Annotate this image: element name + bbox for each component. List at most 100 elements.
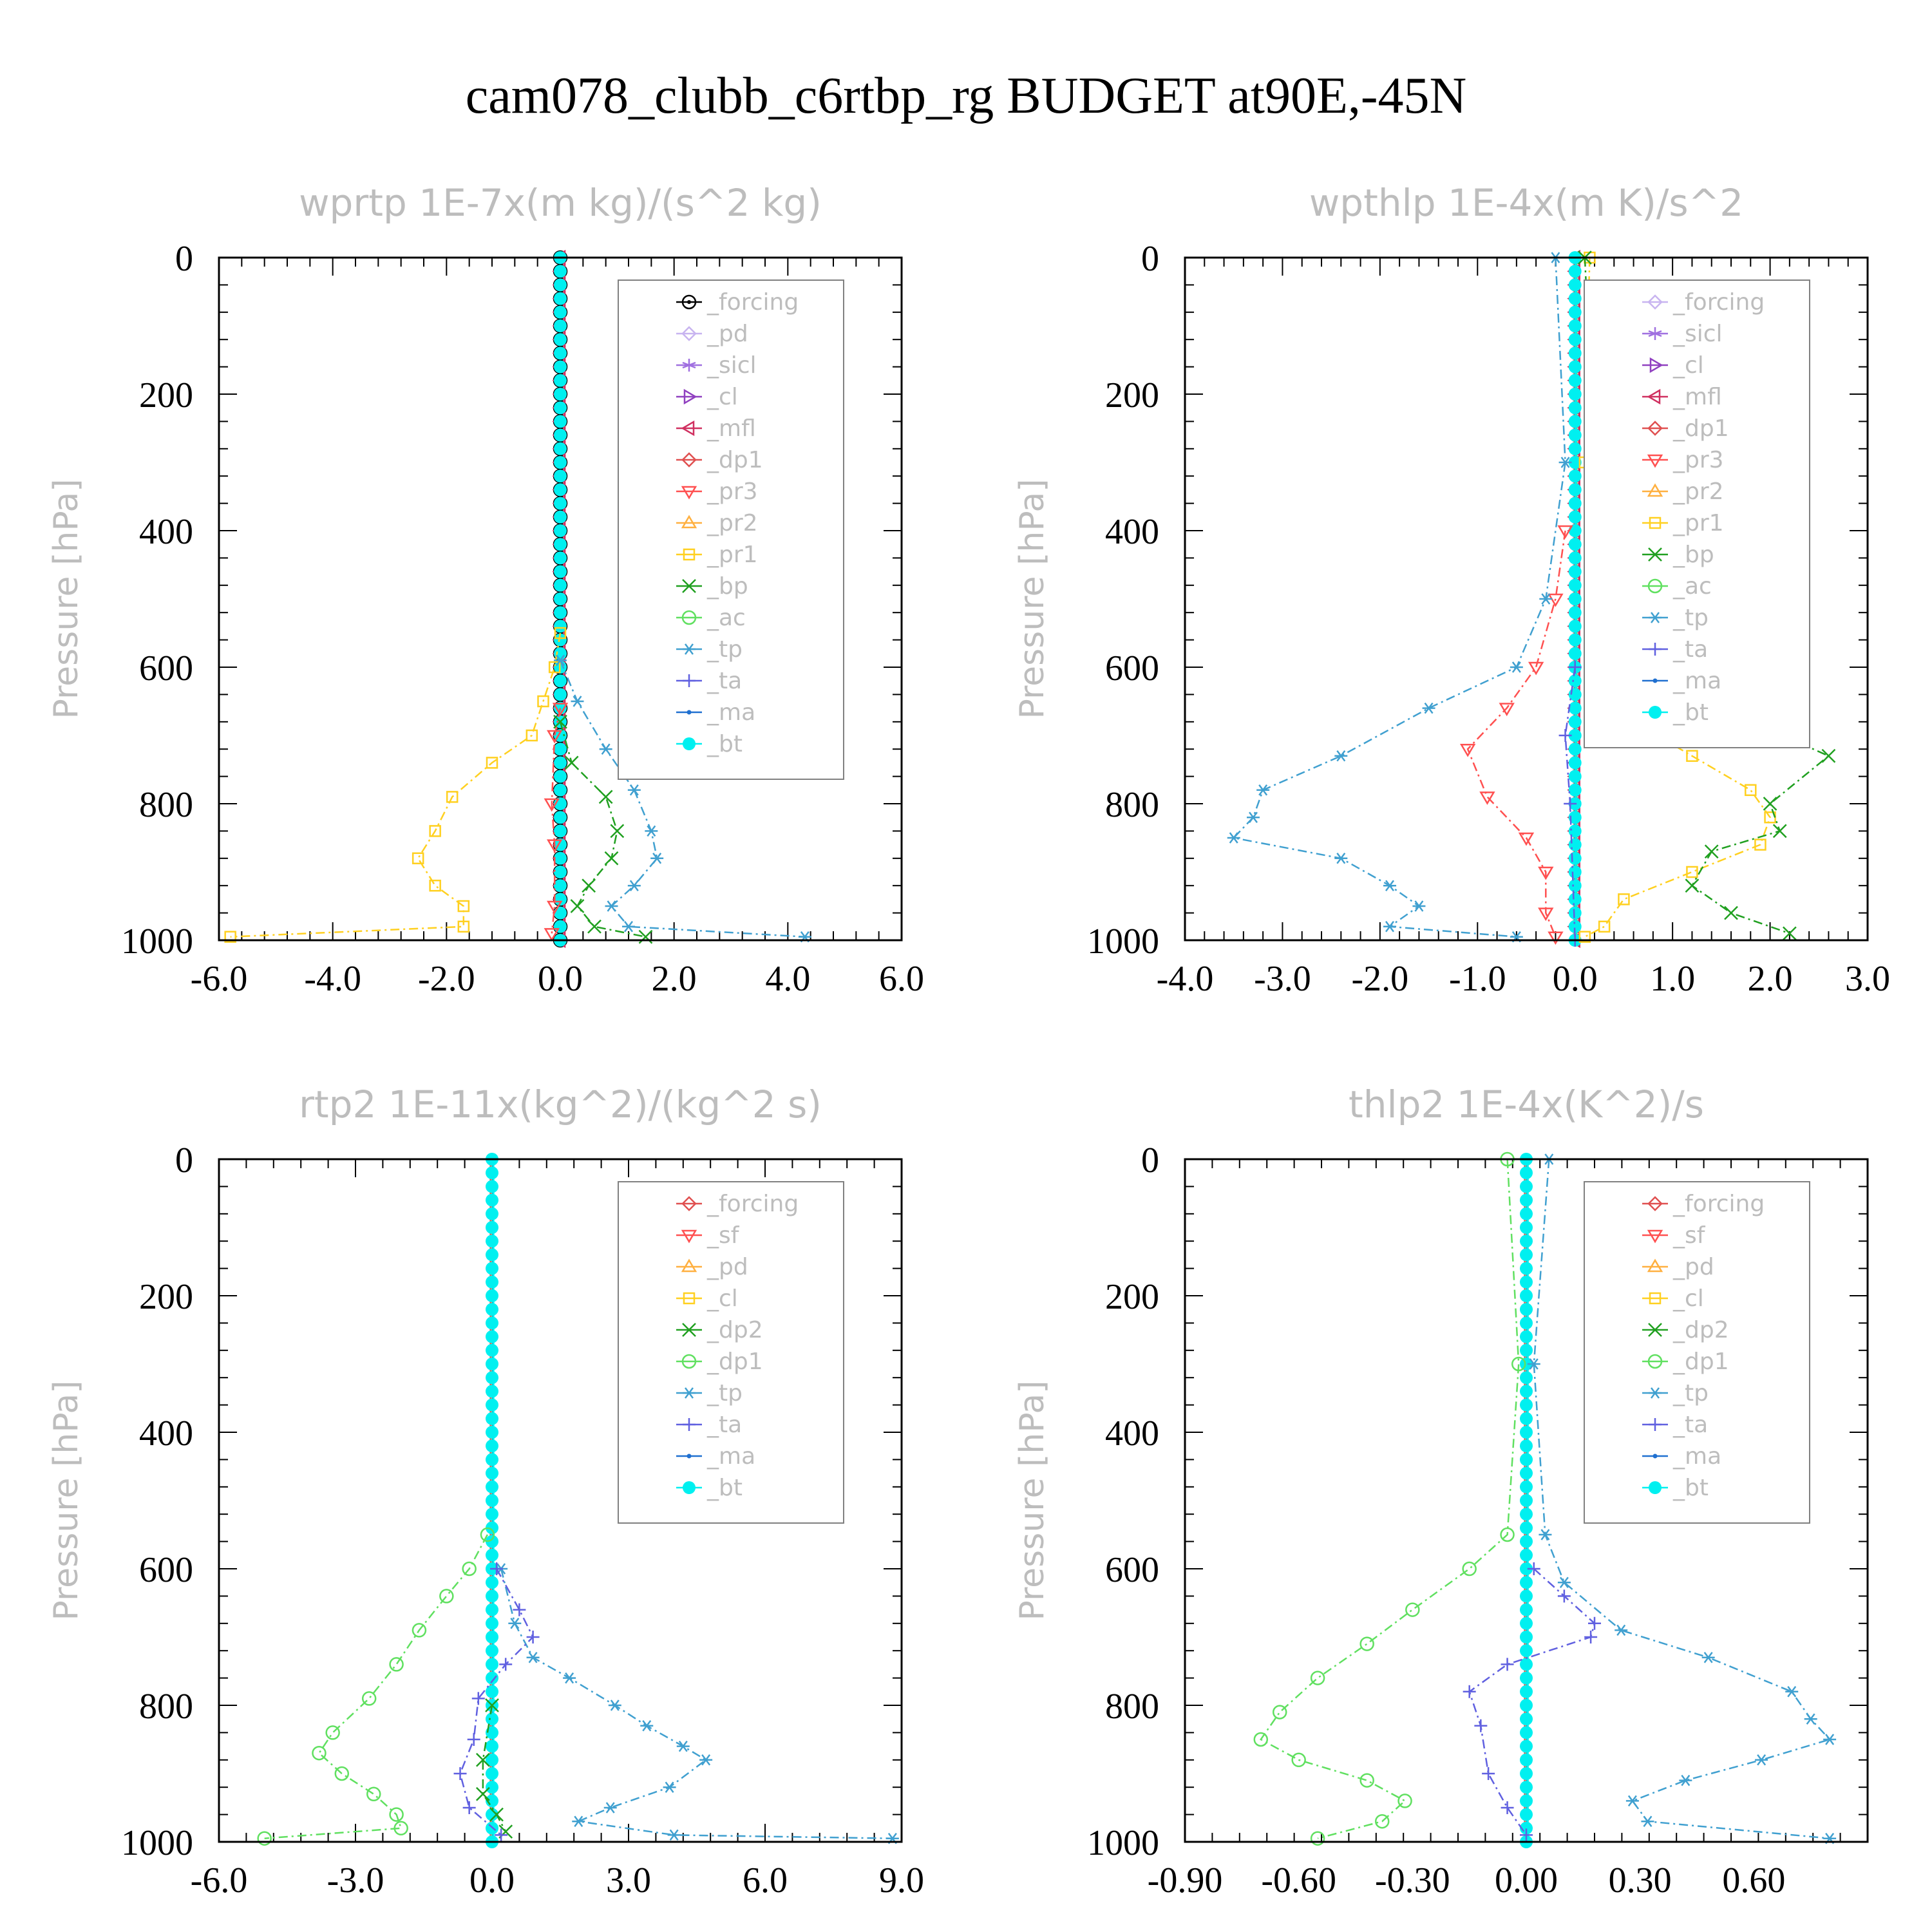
series-marker-dp1 [1253,1732,1269,1747]
series-marker-dp1 [1405,1602,1420,1617]
series-marker-tp [640,1720,654,1732]
series-marker-pr3 [546,839,563,853]
legend-entry-label: _cl [706,1285,738,1312]
plot-frame [218,256,903,942]
series-marker-pr3 [552,703,569,717]
series-tp [1527,1153,1837,1844]
y-tick-label: 200 [1105,1277,1159,1317]
legend-entry-label: _tp [1672,1380,1709,1406]
series-marker-bt [1520,1480,1533,1493]
legend-entry-label: _ma [706,1443,755,1470]
series-marker-bt [554,811,567,824]
legend-entry-label: _mfl [1672,384,1722,410]
series-marker-bt [486,1193,498,1207]
series-marker-dp1 [1310,1831,1325,1846]
series-marker-ta [453,1767,467,1780]
series-marker-bt [554,688,567,701]
legend-swatch-marker [1647,483,1663,497]
y-tick-label: 800 [139,785,193,825]
series-marker-tp [1823,1734,1837,1745]
series-marker-bt [1568,510,1582,524]
series-marker-bt [1520,1671,1533,1685]
series-marker-bt [554,851,567,865]
legend-entry-label: _ac [1672,573,1712,600]
x-tick-label: -4.0 [304,959,361,999]
legend-entry-label: _pr3 [1672,447,1724,473]
series-marker-bt [554,497,567,510]
series-marker-dp1 [1359,1636,1374,1651]
series-marker-bt [1520,1521,1533,1535]
x-tick-label: 6.0 [879,959,924,999]
legend-entry-label: _cl [706,384,738,410]
series-marker-bt [1568,278,1582,292]
legend-entry-label: _pd [706,321,748,347]
x-tick-label: -6.0 [191,959,248,999]
series-marker-bt [1520,1289,1533,1302]
series-line-tp [1232,257,1566,938]
x-tick-label: -1.0 [1449,959,1506,999]
series-marker-bt [1568,770,1582,783]
series-marker-ta [1463,1685,1476,1698]
series-marker-dp1 [1462,1561,1477,1577]
series-marker-tp [508,1618,522,1629]
series-marker-bp [1763,797,1777,811]
series-marker-bt [554,456,567,469]
series-marker-tp [1256,784,1270,796]
series-marker-tp [605,900,618,912]
y-tick-label: 0 [175,1141,193,1180]
series-line-ta [1468,1568,1596,1836]
legend-swatch-marker [681,610,697,625]
series-marker-bt [554,415,567,428]
chart-panel-3: rtp2 1E-11x(kg^2)/(kg^2 s) Pressure [hPa]… [47,1083,924,1900]
series-marker-dp1 [389,1657,404,1672]
series-marker-tp [1641,1815,1654,1827]
series-marker-bt [486,1371,498,1385]
legend-box [1584,279,1810,748]
legend-entry-label: _sicl [1672,321,1723,347]
series-marker-dp1 [1500,1527,1515,1542]
x-tick-label: 1.0 [1650,959,1695,999]
series-marker-tp [1227,832,1240,844]
series-marker-dp1 [393,1821,408,1836]
series-marker-bt [486,1671,498,1685]
series-marker-bp [1821,748,1836,763]
series-marker-bp [1704,844,1719,859]
series-marker-tp [1701,1652,1715,1663]
series-marker-bt [1520,1712,1533,1726]
series-marker-bt [486,1589,498,1603]
series-marker-bp [638,929,653,944]
zero-budget-column [552,249,568,949]
legend-swatch-marker [1649,612,1662,623]
series-marker-tp [526,1652,540,1663]
series-marker-bp [553,714,567,729]
x-tick-label: -0.90 [1148,1861,1223,1900]
series-marker-pr1 [537,695,549,708]
legend-box [618,1181,844,1524]
series-marker-ta [462,1801,476,1814]
series-marker-tp [699,1754,713,1766]
y-tick-label: 1000 [121,922,193,961]
plot-frame [218,1158,903,1843]
series-line-dp1 [1259,1159,1520,1839]
series-marker-bt [1568,265,1582,278]
series-marker-tp [603,1802,617,1814]
series-marker-bt [1520,1576,1533,1589]
series-marker-bt [1520,1535,1533,1548]
series-marker-bt [554,551,567,565]
series-marker-bp [604,851,619,866]
series-marker-bt [554,538,567,551]
legend-entry-label: _forcing [706,289,799,316]
series-marker-pr1 [457,900,470,913]
series-marker-bt [554,743,567,756]
y-axis-label: Pressure [hPa] [47,1381,86,1621]
series-marker-ta [1584,1631,1598,1643]
series-marker-tp [572,1815,585,1827]
series-marker-tp [1527,1358,1540,1370]
series-marker-bt [1568,374,1582,387]
series-marker-bt [1568,456,1582,469]
series-marker-pr3 [1518,832,1535,846]
series-pr1 [224,627,567,943]
legend-swatch-marker [682,359,696,372]
series-marker-bt [1568,674,1582,688]
